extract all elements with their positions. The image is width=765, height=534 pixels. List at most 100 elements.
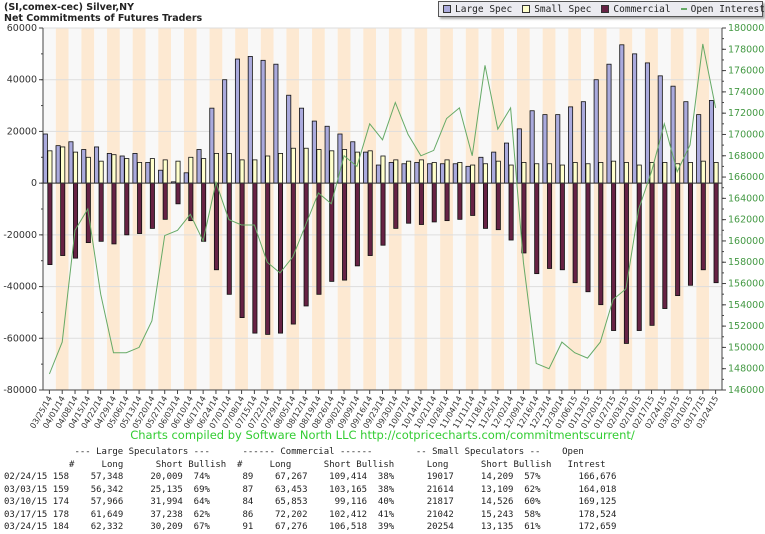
bar-large-spec: [363, 152, 367, 183]
bar-large-spec: [402, 164, 406, 183]
cell-ls-short: 25,135: [123, 484, 183, 497]
bar-small-spec: [163, 160, 167, 183]
y-right-tick-label: 154000: [728, 300, 764, 311]
bar-large-spec: [43, 134, 47, 183]
y-left-tick-label: 0: [31, 178, 37, 189]
bar-large-spec: [415, 162, 419, 183]
bar-small-spec: [419, 160, 423, 183]
bar-small-spec: [407, 161, 411, 183]
cell-c-short: 99,116: [307, 496, 367, 509]
bar-large-spec: [428, 164, 432, 183]
cell-ls-long: 62,332: [69, 521, 123, 534]
table-group-header-row: --- Large Speculators --- ------ Commerc…: [4, 446, 616, 459]
cell-ls-count: 178: [53, 509, 69, 522]
cell-c-long: 67,276: [253, 521, 307, 534]
legend-label: Large Spec: [455, 4, 512, 15]
cell-c-bullish: 38%: [367, 471, 410, 484]
y-right-tick-label: 146000: [728, 385, 764, 396]
cell-ss-long: 19017: [410, 471, 453, 484]
bar-large-spec: [325, 126, 329, 183]
bar-large-spec: [197, 150, 201, 184]
bar-commercial: [73, 183, 77, 258]
column-band: [171, 28, 184, 390]
cell-ls-bullish: 62%: [183, 509, 226, 522]
bar-large-spec: [607, 64, 611, 183]
y-right-tick-label: 178000: [728, 44, 764, 55]
group-header-open: Open: [562, 446, 584, 459]
y-left-tick-label: 60000: [7, 23, 37, 34]
cot-summary-table: --- Large Speculators --- ------ Commerc…: [4, 446, 616, 534]
bar-large-spec: [299, 108, 303, 183]
col-header: Short: [123, 459, 183, 472]
bar-small-spec: [355, 152, 359, 183]
bar-commercial: [714, 183, 718, 283]
bar-large-spec: [56, 146, 60, 183]
cell-c-count: 89: [226, 471, 253, 484]
table-row: 03/17/15 178 61,649 37,238 62% 86 72,202…: [4, 509, 616, 522]
y-right-tick-label: 150000: [728, 342, 764, 353]
cell-c-short: 109,414: [307, 471, 367, 484]
bar-commercial: [317, 183, 321, 294]
cell-ls-bullish: 64%: [183, 496, 226, 509]
legend-label: Commercial: [613, 4, 670, 15]
bar-large-spec: [620, 45, 624, 183]
bar-small-spec: [202, 159, 206, 184]
legend-item-large-spec: Large Spec: [443, 4, 512, 15]
bar-small-spec: [458, 162, 462, 183]
y-right-tick-label: 170000: [728, 129, 764, 140]
bar-commercial: [509, 183, 513, 240]
y-right-tick-label: 164000: [728, 193, 764, 204]
bar-small-spec: [99, 161, 103, 183]
bar-small-spec: [611, 161, 615, 183]
cell-ls-bullish: 74%: [183, 471, 226, 484]
bar-large-spec: [517, 129, 521, 183]
table-row: 03/24/15 184 62,332 30,209 67% 91 67,276…: [4, 521, 616, 534]
bar-large-spec: [94, 147, 98, 183]
bar-small-spec: [381, 156, 385, 183]
bar-commercial: [586, 183, 590, 292]
cell-ss-bullish: 62%: [513, 484, 551, 497]
cell-c-long: 67,267: [253, 471, 307, 484]
cell-ls-short: 37,238: [123, 509, 183, 522]
bar-small-spec: [278, 153, 282, 183]
cell-ls-long: 57,348: [69, 471, 123, 484]
cell-c-short: 102,412: [307, 509, 367, 522]
bar-commercial: [381, 183, 385, 245]
cell-ls-short: 30,209: [123, 521, 183, 534]
y-right-tick-label: 160000: [728, 236, 764, 247]
cell-c-count: 87: [226, 484, 253, 497]
bar-small-spec: [291, 148, 295, 183]
bar-commercial: [407, 183, 411, 223]
bar-small-spec: [560, 165, 564, 183]
cell-c-bullish: 38%: [367, 484, 410, 497]
bar-commercial: [458, 183, 462, 219]
credit-link[interactable]: Charts compiled by Software North LLC ht…: [0, 428, 765, 442]
cell-oi: 169,125: [551, 496, 616, 509]
bar-small-spec: [137, 162, 141, 183]
legend-swatch-large-spec-icon: [443, 5, 451, 13]
cell-date: 03/03/15: [4, 484, 53, 497]
bar-large-spec: [210, 108, 214, 183]
y-right-tick-label: 176000: [728, 66, 764, 77]
col-header: Long: [74, 459, 123, 472]
bar-large-spec: [684, 102, 688, 183]
cell-ss-bullish: 61%: [513, 521, 551, 534]
bar-commercial: [547, 183, 551, 268]
bar-commercial: [599, 183, 603, 305]
cell-ls-long: 56,342: [69, 484, 123, 497]
col-header: Bullish: [183, 459, 226, 472]
cell-c-short: 103,165: [307, 484, 367, 497]
bar-commercial: [624, 183, 628, 343]
cell-ss-bullish: 57%: [513, 471, 551, 484]
bar-large-spec: [504, 143, 508, 183]
cell-ls-short: 20,009: [123, 471, 183, 484]
y-right-tick-label: 152000: [728, 321, 764, 332]
bar-large-spec: [581, 102, 585, 183]
bar-small-spec: [624, 162, 628, 183]
group-header-large-spec: --- Large Speculators ---: [74, 446, 242, 459]
y-right-tick-label: 168000: [728, 151, 764, 162]
bar-small-spec: [547, 164, 551, 183]
bar-small-spec: [586, 164, 590, 183]
cell-ss-short: 14,209: [454, 471, 514, 484]
bar-large-spec: [440, 164, 444, 183]
